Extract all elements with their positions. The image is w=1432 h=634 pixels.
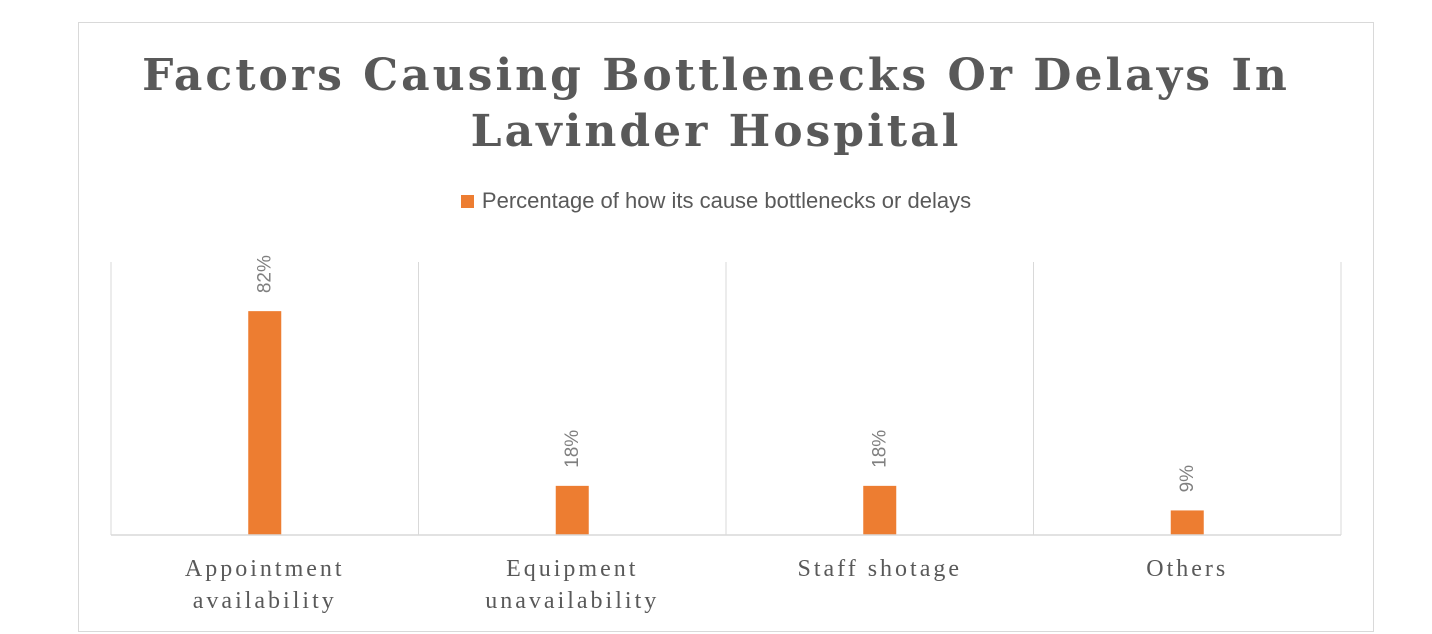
data-label-0: 82% — [255, 255, 276, 293]
chart-title: Factors Causing Bottlenecks Or Delays In… — [0, 48, 1432, 160]
data-label-1: 18% — [562, 430, 583, 468]
bar-3 — [1170, 510, 1204, 535]
data-label-3: 9% — [1177, 465, 1198, 493]
bar-2 — [863, 485, 897, 535]
legend-label: Percentage of how its cause bottlenecks … — [481, 188, 972, 213]
chart-title-line-1: Factors Causing Bottlenecks Or Delays In — [142, 50, 1290, 101]
x-tick-label-0-0: Appointment — [185, 556, 345, 582]
data-label-2: 18% — [870, 430, 891, 468]
legend-swatch — [460, 194, 474, 208]
chart-title-line-2: Lavinder Hospital — [470, 106, 962, 157]
x-tick-label-1-0: Equipment — [506, 556, 638, 582]
x-tick-label-0-1: availability — [193, 588, 337, 614]
x-tick-label-1-1: unavailability — [485, 588, 659, 614]
bar-0 — [248, 311, 282, 535]
bar-1 — [555, 485, 589, 535]
x-tick-label-3-0: Others — [1146, 556, 1228, 582]
chart-legend: Percentage of how its cause bottlenecks … — [0, 188, 1432, 214]
x-tick-label-2-0: Staff shotage — [797, 556, 962, 582]
